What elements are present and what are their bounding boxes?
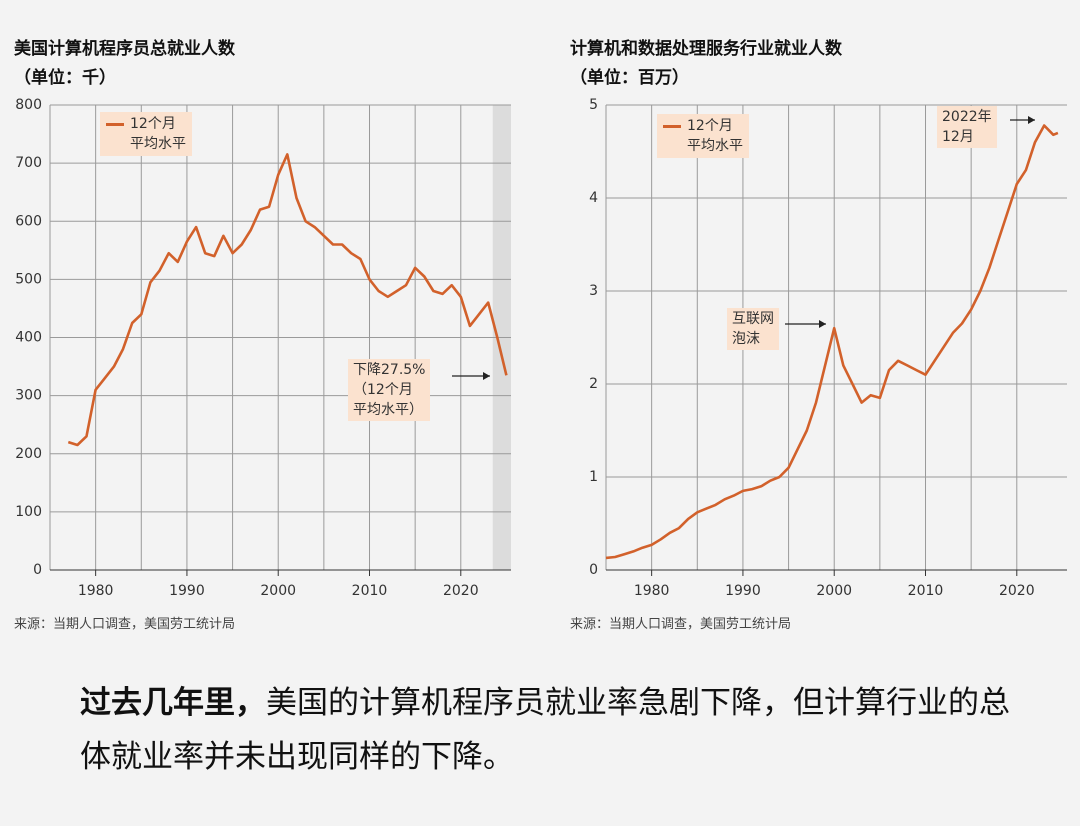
y-tick-label: 0 <box>33 562 42 578</box>
x-tick-label: 1990 <box>725 583 761 599</box>
arrow-head <box>819 320 826 328</box>
y-tick-label: 2 <box>589 376 598 392</box>
y-tick-label: 200 <box>15 446 42 462</box>
x-tick-label: 1980 <box>634 583 670 599</box>
caption: 过去几年里，美国的计算机程序员就业率急剧下降，但计算行业的总体就业率并未出现同样… <box>80 676 1020 784</box>
x-tick-label: 1990 <box>169 583 205 599</box>
x-tick-label: 2010 <box>908 583 944 599</box>
y-tick-label: 600 <box>15 213 42 229</box>
x-tick-label: 1980 <box>78 583 114 599</box>
arrow-head <box>483 372 490 380</box>
data-line <box>67 153 508 447</box>
legend-label: 12个月 平均水平 <box>130 116 186 152</box>
x-tick-label: 2020 <box>999 583 1035 599</box>
legend: 12个月 平均水平 <box>657 114 749 158</box>
x-tick-label: 2020 <box>443 583 479 599</box>
legend-swatch <box>106 123 124 126</box>
chart-subtitle: （单位：千） <box>14 68 116 88</box>
x-tick-label: 2010 <box>352 583 388 599</box>
caption-text: 美国的计算机程序员就业率急剧下降，但计算行业的总体就业率并未出现同样的下降。 <box>80 685 1010 775</box>
x-tick-label: 2000 <box>816 583 852 599</box>
y-tick-label: 500 <box>15 271 42 287</box>
chart-subtitle: （单位：百万） <box>570 68 689 88</box>
legend: 12个月 平均水平 <box>100 112 192 156</box>
y-tick-label: 100 <box>15 504 42 520</box>
source: 来源：当期人口调查，美国劳工统计局 <box>14 617 236 632</box>
caption-lead: 过去几年里， <box>80 685 266 721</box>
legend-label: 12个月 平均水平 <box>687 118 743 154</box>
y-tick-label: 4 <box>589 190 598 206</box>
legend-swatch <box>663 125 681 128</box>
annotation: 下降27.5% （12个月 平均水平） <box>348 359 431 421</box>
source: 来源：当期人口调查，美国劳工统计局 <box>570 617 792 632</box>
y-tick-label: 800 <box>15 97 42 113</box>
y-tick-label: 400 <box>15 330 42 346</box>
annotation: 互联网 泡沫 <box>727 308 779 350</box>
data-line <box>605 124 1059 560</box>
y-tick-label: 5 <box>589 97 598 113</box>
y-tick-label: 300 <box>15 388 42 404</box>
annotation: 2022年 12月 <box>937 106 997 148</box>
arrow-head <box>1028 116 1035 124</box>
chart-title: 计算机和数据处理服务行业就业人数 <box>570 39 842 59</box>
chart-title: 美国计算机程序员总就业人数 <box>14 39 235 59</box>
y-tick-label: 700 <box>15 155 42 171</box>
y-tick-label: 0 <box>589 562 598 578</box>
y-tick-label: 1 <box>589 469 598 485</box>
x-tick-label: 2000 <box>260 583 296 599</box>
y-tick-label: 3 <box>589 283 598 299</box>
